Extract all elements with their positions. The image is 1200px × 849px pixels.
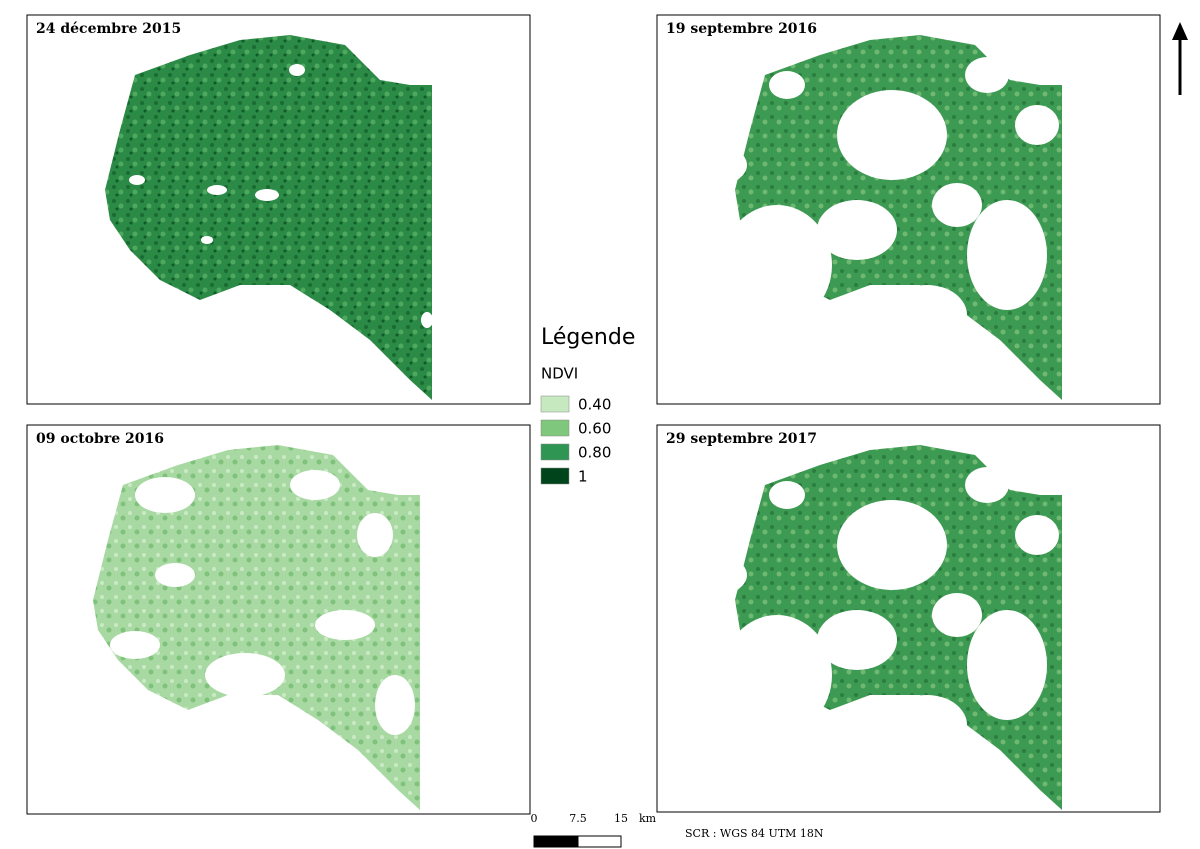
panel-title: 19 septembre 2016 <box>666 21 817 37</box>
scale-label: 15 <box>614 812 628 825</box>
cloud-gap <box>932 183 982 227</box>
cloud-gap <box>887 285 967 345</box>
cloud-gap <box>135 477 195 513</box>
cloud-gap <box>155 563 195 587</box>
map-panel: 09 octobre 2016 <box>26 424 531 815</box>
panel-title: 09 octobre 2016 <box>36 431 164 447</box>
scale-label: 7.5 <box>569 812 587 825</box>
crs: SCR : WGS 84 UTM 18N <box>685 827 824 840</box>
cloud-gap <box>817 610 897 670</box>
cloud-gap <box>375 675 415 735</box>
cloud-gap <box>1015 105 1059 145</box>
panel-frame <box>26 14 531 405</box>
cloud-gap <box>129 175 145 185</box>
north-arrow <box>1172 22 1188 95</box>
cloud-gap <box>687 145 747 185</box>
cloud-gap <box>722 205 832 325</box>
legend-swatch <box>540 467 570 485</box>
panels: 24 décembre 2015 19 septembre 2016 09 octo… <box>26 14 1161 815</box>
cloud-gap <box>421 312 432 328</box>
raster <box>93 445 420 810</box>
legend-label: 0.60 <box>578 420 611 438</box>
cloud-gap <box>837 500 947 590</box>
cloud-gap <box>769 71 805 99</box>
panel-frame <box>656 14 1161 405</box>
legend: 0.40 0.60 0.80 1 <box>540 395 611 486</box>
cloud-gap <box>769 481 805 509</box>
cloud-gap <box>817 200 897 260</box>
cloud-gap <box>357 513 393 557</box>
raster <box>687 445 1062 810</box>
cloud-gap <box>290 470 340 500</box>
legend-label: 0.80 <box>578 444 611 462</box>
cloud-gap <box>965 467 1009 503</box>
cloud-gap <box>315 610 375 640</box>
cloud-gap <box>289 64 305 76</box>
cloud-gap <box>207 185 227 195</box>
legend-label: 0.40 <box>578 396 611 414</box>
map-panel: 29 septembre 2017 <box>656 424 1161 813</box>
panel-title: 29 septembre 2017 <box>666 431 817 447</box>
map-panel: 24 décembre 2015 <box>26 14 531 405</box>
cloud-gap <box>722 615 832 735</box>
cloud-gap <box>967 610 1047 720</box>
legend-swatch <box>540 395 570 413</box>
panel-frame <box>656 424 1161 813</box>
panel-frame <box>26 424 531 815</box>
legend-label: 1 <box>578 468 588 486</box>
legend-swatch <box>540 419 570 437</box>
cloud-gap <box>837 90 947 180</box>
raster <box>105 35 432 400</box>
cloud-gap <box>201 236 213 244</box>
scale-label: 0 <box>531 812 538 825</box>
cloud-gap <box>965 57 1009 93</box>
raster <box>687 35 1062 400</box>
scale-unit: km <box>639 812 657 825</box>
legend-subtitle: NDVI <box>541 365 578 383</box>
cloud-gap <box>205 653 285 697</box>
cloud-gap <box>1015 515 1059 555</box>
map-panel: 19 septembre 2016 <box>656 14 1161 405</box>
cloud-gap <box>255 189 279 201</box>
cloud-gap <box>967 200 1047 310</box>
panel-title: 24 décembre 2015 <box>36 21 181 37</box>
cloud-gap <box>687 555 747 595</box>
cloud-gap <box>110 631 160 659</box>
legend-title: Légende <box>541 325 635 350</box>
cloud-gap <box>887 695 967 755</box>
legend-swatch <box>540 443 570 461</box>
cloud-gap <box>932 593 982 637</box>
scale-bar: 0 7.5 15 km <box>531 812 657 848</box>
